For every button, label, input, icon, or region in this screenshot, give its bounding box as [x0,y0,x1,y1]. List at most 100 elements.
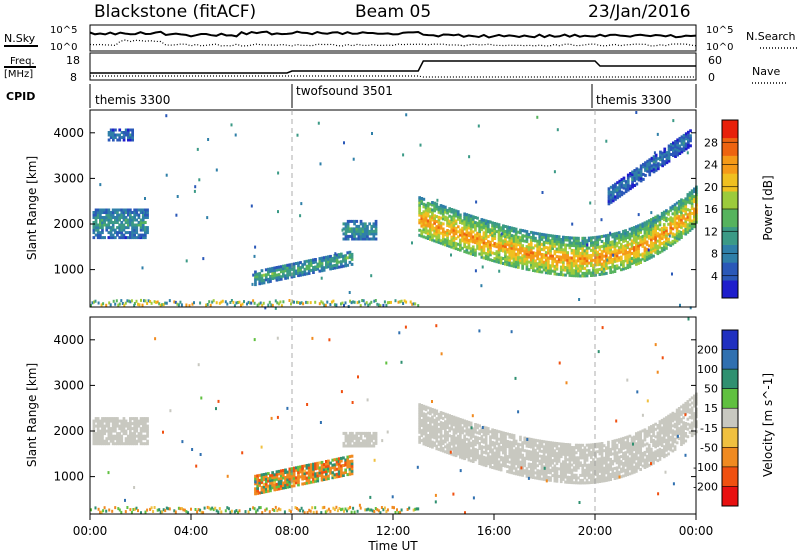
heatmap-cell [146,425,149,428]
heatmap-cell [636,183,639,186]
heatmap-cell [307,301,309,304]
heatmap-cell [405,301,407,304]
heatmap-cell [254,302,256,305]
heatmap-cell [569,443,572,446]
heatmap-cell [351,460,354,463]
heatmap-cell [254,255,256,258]
heatmap-cell [151,302,153,305]
heatmap-cell [166,302,168,305]
heatmap-cell [302,302,304,305]
heatmap-cell [343,141,345,144]
heatmap-cell [609,232,611,235]
heatmap-cell [250,302,252,305]
heatmap-cell [216,169,218,172]
heatmap-cell [355,220,358,223]
y-tick-label: 3000 [53,171,84,185]
heatmap-cell [277,210,279,213]
heatmap-cell [314,258,317,261]
heatmap-cell [105,304,107,307]
heatmap-cell [320,162,322,165]
heatmap-cell [674,448,677,451]
heatmap-cell [513,434,516,437]
heatmap-cell [114,303,116,306]
heatmap-cell [478,125,480,128]
heatmap-cell [344,469,347,472]
heatmap-cell [142,266,144,269]
nsky-tick-top: 10^5 [50,25,77,36]
heatmap-cell [639,468,642,471]
nsearch-series [90,40,696,46]
heatmap-cell [346,264,349,267]
heatmap-cell [194,190,196,193]
heatmap-cell [131,129,134,132]
heatmap-cell [222,300,224,303]
heatmap-cell [99,183,101,186]
heatmap-cell [279,301,281,304]
heatmap-cell [476,217,479,220]
heatmap-cell [114,129,117,132]
heatmap-cell [145,299,147,302]
heatmap-cell [310,301,312,304]
heatmap-cell [175,214,177,217]
freq-tick-bottom: 8 [70,71,77,84]
heatmap-cell [667,452,670,455]
heatmap-cell [571,223,573,226]
heatmap-cell [623,177,626,180]
heatmap-cell [131,299,133,302]
heatmap-cell [98,302,100,305]
heatmap-cell [487,427,490,430]
heatmap-cell [335,304,337,307]
heatmap-cell [405,113,407,116]
heatmap-cell [498,223,501,226]
heatmap-cell [382,304,384,307]
heatmap-cell [444,206,447,209]
heatmap-cell [689,134,692,137]
heatmap-cell [652,462,655,465]
heatmap-cell [169,299,171,302]
heatmap-cell [687,151,689,154]
cpid-segment-3: themis 3300 [596,93,671,107]
heatmap-cell [181,303,183,306]
heatmap-cell [110,303,112,306]
y-tick-label: 1000 [53,263,84,277]
heatmap-cell [501,232,503,235]
heatmap-cell [342,229,344,232]
heatmap-cell [179,301,181,304]
heatmap-cell [139,303,141,306]
heatmap-cell [648,249,650,252]
heatmap-cell [616,444,619,447]
heatmap-cell [101,435,104,438]
heatmap-cell [480,284,482,287]
heatmap-cell [370,301,372,304]
heatmap-cell [272,304,274,307]
heatmap-cell [642,178,645,181]
heatmap-cell [672,119,674,122]
heatmap-cell [515,440,518,443]
heatmap-cell [498,270,500,273]
heatmap-cell [577,237,580,240]
heatmap-cell [146,417,149,420]
heatmap-cell [436,199,438,202]
power-heatmap-cells [90,111,698,310]
heatmap-cell [423,198,426,201]
heatmap-cell [239,301,241,304]
nave-series [90,76,696,77]
freq-unit: [MHz] [4,69,33,80]
heatmap-cell [202,257,204,260]
heatmap-cell [671,273,673,276]
heatmap-cell [293,301,295,304]
heatmap-cell [663,223,666,226]
heatmap-cell [657,133,659,136]
nsky-tick-bottom: 10^0 [50,42,77,53]
heatmap-cell [210,304,212,307]
heatmap-cell [373,445,376,448]
heatmap-cell [470,422,473,425]
heatmap-cell [395,299,397,302]
heatmap-cell [140,299,142,302]
heatmap-cell [489,220,491,223]
heatmap-cell [144,197,146,200]
heatmap-cell [144,221,147,224]
heatmap-cell [558,235,561,238]
heatmap-cell [375,432,378,435]
